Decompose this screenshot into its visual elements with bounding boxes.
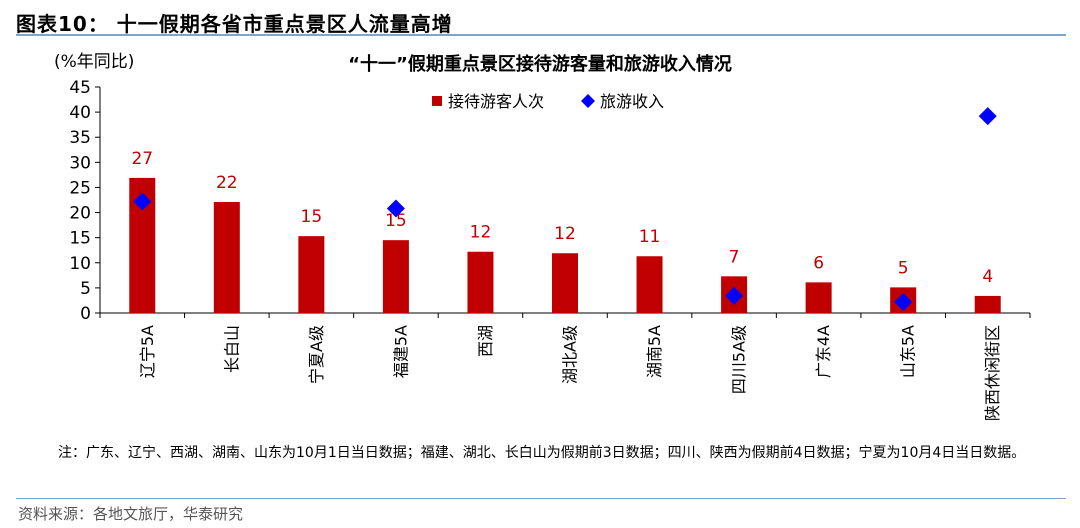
- revenue-marker: [894, 292, 913, 311]
- bar-value-label: 22: [216, 173, 238, 193]
- bar: [298, 236, 325, 313]
- y-tick-label: 15: [69, 229, 91, 249]
- revenue-marker: [386, 199, 405, 218]
- top-rule: [16, 34, 1066, 36]
- bar-value-label: 4: [982, 267, 993, 287]
- bar-value-label: 7: [729, 247, 740, 267]
- bar: [805, 282, 832, 313]
- chart-title: “十一”假期重点景区接待游客量和旅游收入情况: [348, 54, 732, 75]
- legend-swatch-revenue: [581, 94, 595, 108]
- legend-label-visitors: 接待游客人次: [448, 92, 544, 111]
- x-category-label: 长白山: [222, 325, 241, 373]
- bar-value-label: 12: [554, 224, 576, 244]
- bar: [213, 202, 240, 313]
- bar: [974, 295, 1001, 313]
- x-category-label: 陕西休闲街区: [983, 325, 1002, 421]
- bar-value-label: 6: [813, 253, 824, 273]
- x-category-label: 辽宁5A: [138, 325, 157, 378]
- y-axis-unit-label: (%年同比): [54, 52, 135, 72]
- source-note: 资料来源：各地文旅厅，华泰研究: [18, 505, 244, 523]
- x-category-label: 广东4A: [814, 325, 833, 378]
- y-tick-label: 30: [69, 153, 91, 173]
- bar-chart: 0 5 10 15 20 25 30 35 40 45 27 22 15 15 12 12 11 7 6 5 4 辽宁5A…: [69, 78, 1031, 421]
- bar-value-label: 12: [470, 223, 492, 243]
- x-category-label: 湖北A级: [561, 325, 580, 384]
- x-category-label: 福建5A: [391, 325, 410, 378]
- bar-value-label: 5: [898, 258, 909, 278]
- y-tick-label: 10: [69, 254, 91, 274]
- bar: [467, 251, 494, 313]
- revenue-marker: [725, 286, 744, 305]
- x-category-label: 西湖: [476, 325, 495, 357]
- y-tick-label: 25: [69, 178, 91, 198]
- bar-value-label: 15: [301, 207, 323, 227]
- bar: [636, 256, 663, 313]
- x-category-label: 湖南5A: [645, 325, 664, 378]
- bar: [382, 240, 409, 313]
- y-tick-label: 0: [80, 304, 91, 324]
- bottom-rule: [16, 498, 1066, 499]
- figure-title: 图表10： 十一假期各省市重点景区人流量高增: [16, 12, 453, 36]
- x-category-label: 宁夏A级: [307, 325, 326, 384]
- x-category-label: 四川5A级: [730, 325, 749, 394]
- revenue-marker: [978, 107, 997, 126]
- y-tick-label: 20: [69, 204, 91, 224]
- legend-label-revenue: 旅游收入: [600, 92, 664, 111]
- y-tick-label: 35: [69, 128, 91, 148]
- bar: [552, 253, 578, 313]
- legend-swatch-visitors: [432, 96, 442, 106]
- bar-value-label: 15: [385, 211, 407, 231]
- footnote: 注：广东、辽宁、西湖、湖南、山东为10月1日当日数据；福建、湖北、长白山为假期前…: [58, 445, 1026, 461]
- bar-value-label: 11: [639, 227, 661, 247]
- x-category-label: 山东5A: [899, 325, 918, 378]
- y-tick-label: 40: [69, 103, 91, 123]
- revenue-marker: [133, 192, 152, 211]
- y-tick-label: 45: [69, 78, 91, 98]
- y-tick-label: 5: [80, 279, 91, 299]
- bar-value-label: 27: [131, 149, 153, 169]
